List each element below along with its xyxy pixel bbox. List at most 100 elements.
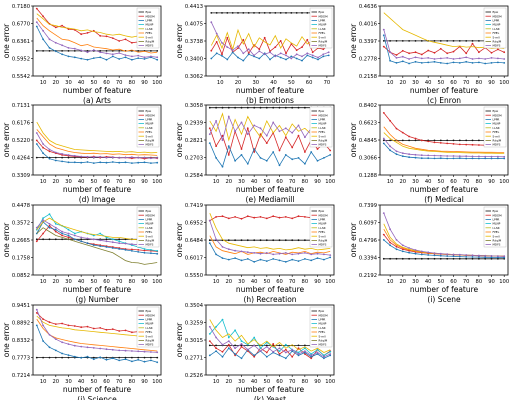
data-point [329, 350, 332, 353]
data-point [284, 127, 287, 130]
x-tick-label: 30 [412, 80, 419, 86]
data-point [231, 49, 234, 52]
data-point [414, 249, 417, 251]
data-point [478, 257, 480, 260]
data-point [54, 41, 57, 44]
data-point [156, 56, 159, 59]
y-tick-label: 0.1758 [12, 255, 30, 261]
x-axis-label: number of feature [236, 86, 305, 95]
x-tick-label: 10 [213, 379, 220, 385]
data-point [446, 142, 449, 145]
x-axis-label: number of feature [63, 385, 132, 394]
data-point [42, 238, 44, 241]
data-point [118, 161, 121, 164]
legend-label: MDDM [146, 14, 156, 18]
data-point [73, 47, 76, 50]
x-tick-label: 80 [476, 179, 483, 185]
data-point [42, 50, 44, 52]
data-point [234, 354, 237, 357]
data-point [105, 246, 108, 248]
data-point [317, 58, 319, 61]
y-tick-label: 0.2665 [12, 238, 30, 244]
data-point [484, 254, 487, 257]
data-point [439, 257, 442, 260]
data-point [465, 257, 468, 260]
data-point [61, 160, 63, 163]
x-axis-label: number of feature [236, 385, 305, 394]
data-point [291, 131, 294, 134]
x-tick-label: 70 [463, 179, 470, 185]
data-point [414, 257, 417, 260]
chart-panel-9: 10 20 30 40 50 60 70 80 90 100 0.7214 0.7773 0.8332 0… [2, 303, 162, 400]
legend-label: I-LSR [319, 226, 326, 230]
legend-label: FPEL [493, 31, 500, 35]
data-point [401, 257, 404, 260]
x-tick-label: 20 [400, 179, 407, 185]
data-point [131, 250, 133, 252]
data-point [105, 58, 108, 61]
data-point [221, 350, 224, 353]
data-point [143, 56, 146, 59]
data-point [471, 157, 474, 160]
x-tick-label: 70 [289, 179, 296, 185]
data-point [395, 245, 398, 248]
data-point [221, 343, 224, 346]
data-point [433, 154, 436, 157]
legend-label: I-LSR [319, 126, 326, 130]
data-point [240, 340, 243, 342]
data-point [433, 40, 436, 42]
data-point [301, 59, 303, 62]
data-point [137, 358, 140, 361]
data-point [285, 52, 287, 55]
data-point [389, 40, 391, 42]
data-point [465, 139, 468, 142]
x-axis-label: number of feature [236, 185, 305, 194]
x-tick-label: 20 [226, 379, 233, 385]
data-point [285, 12, 287, 14]
data-point [118, 240, 121, 243]
legend-label: Epsi [319, 109, 325, 113]
y-tick-label: 0.7131 [12, 103, 30, 109]
y-axis-label: one error [175, 122, 184, 157]
data-point [484, 157, 487, 160]
data-point [291, 355, 294, 358]
data-point [478, 139, 480, 142]
data-point [92, 49, 95, 51]
data-point [304, 350, 306, 352]
y-axis-label: one error [2, 322, 11, 357]
data-point [291, 348, 294, 351]
data-point [80, 33, 83, 36]
data-point [414, 252, 417, 255]
data-point [259, 239, 262, 242]
data-point [465, 60, 468, 63]
y-tick-label: 0.2192 [359, 273, 377, 279]
data-point [389, 228, 391, 231]
data-point [156, 157, 159, 159]
data-point [446, 139, 449, 142]
data-point [67, 154, 70, 156]
x-tick-label: 10 [387, 80, 394, 86]
data-point [297, 347, 300, 350]
data-point [304, 347, 306, 350]
legend-label: Epsi [493, 10, 499, 14]
x-tick-label: 60 [103, 279, 110, 285]
legend-label: MLNP [146, 122, 154, 126]
data-point [54, 159, 57, 162]
data-point [227, 217, 230, 220]
data-point [439, 154, 442, 157]
y-tick-label: 0.6952 [185, 220, 203, 226]
data-point [401, 155, 404, 158]
data-point [272, 258, 275, 260]
data-point [99, 56, 102, 59]
data-point [395, 150, 398, 153]
data-point [150, 162, 152, 165]
legend-label: LPPR [146, 318, 153, 322]
data-point [322, 53, 325, 56]
legend-label: MDFS [319, 243, 327, 247]
data-point [42, 232, 44, 235]
x-tick-label: 30 [65, 80, 72, 86]
data-point [67, 324, 70, 327]
data-point [389, 59, 391, 62]
data-point [478, 61, 480, 64]
